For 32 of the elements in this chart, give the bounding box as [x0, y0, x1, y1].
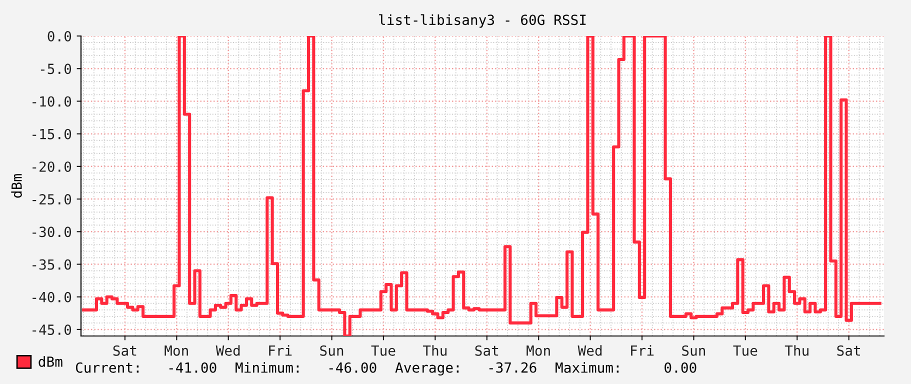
x-tick-label: Sun: [682, 345, 706, 356]
y-tick-label: -30.0: [32, 226, 72, 238]
x-tick-label: Mon: [526, 346, 550, 356]
x-tick-label: Sat: [113, 345, 136, 356]
y-tick-label: -45.0: [32, 324, 72, 335]
x-tick-label: Wed: [216, 345, 240, 356]
y-tick-label: -20.0: [32, 161, 72, 172]
x-tick-label: Fri: [269, 345, 292, 356]
text: Current: -41.00: [76, 362, 216, 373]
y-tick-label: -15.0: [32, 128, 72, 140]
x-tick-label: Sun: [320, 345, 344, 356]
text: Minimum: -46.00: [236, 362, 376, 373]
x-tick-label: Wed: [578, 345, 602, 356]
x-tick-label: Thu: [422, 345, 446, 356]
y-tick-label: -40.0: [32, 292, 72, 302]
text: Maximum: 0.00: [556, 362, 696, 373]
legend-label: dBm: [38, 356, 62, 367]
y-tick-label: 0.0: [48, 31, 72, 42]
y-tick-label: -35.0: [32, 259, 72, 270]
text: Average: -37.26: [395, 362, 536, 376]
x-tick-label: Mon: [164, 346, 188, 356]
x-tick-label: Sat: [837, 345, 860, 356]
y-tick-label: -10.0: [32, 96, 72, 107]
y-axis-title: dBm: [11, 174, 22, 198]
y-tick-label: -5.0: [40, 64, 72, 74]
x-tick-label: Sat: [475, 345, 498, 356]
x-tick-label: Tue: [371, 346, 396, 356]
x-tick-label: Tue: [733, 346, 758, 356]
chart-title: list-libisany3 - 60G RSSI: [379, 14, 586, 28]
x-tick-label: Thu: [784, 345, 808, 356]
x-tick-label: Fri: [631, 345, 654, 356]
y-tick-label: -25.0: [32, 194, 72, 205]
